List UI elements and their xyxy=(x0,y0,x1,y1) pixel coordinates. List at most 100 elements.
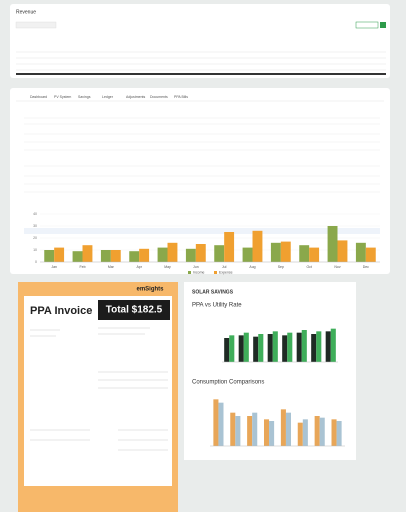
bar xyxy=(235,416,241,446)
savings-heading: SOLAR SAVINGS xyxy=(192,289,234,295)
bar xyxy=(167,242,178,262)
tab[interactable]: PPA Bills xyxy=(174,95,188,99)
bar xyxy=(247,416,253,446)
bar xyxy=(316,331,322,362)
bar xyxy=(311,334,317,362)
bar xyxy=(258,334,264,362)
x-tick-label: Aug xyxy=(249,265,255,269)
search-box[interactable] xyxy=(15,21,57,29)
bar xyxy=(325,331,331,362)
bar xyxy=(337,240,348,262)
bar xyxy=(214,245,225,262)
bar xyxy=(270,242,281,262)
bar xyxy=(252,230,263,262)
tab[interactable]: Documents xyxy=(150,95,168,99)
tab[interactable]: Savings xyxy=(78,95,91,99)
bar xyxy=(195,244,206,262)
y-tick-label: 0 xyxy=(35,260,37,264)
tab-bar: Dashboard PV System Savings Ledger Adjustmen… xyxy=(16,95,384,102)
bar xyxy=(355,242,366,262)
tab[interactable]: Adjustments xyxy=(126,95,146,99)
bar xyxy=(238,335,244,362)
x-tick-label: Apr xyxy=(136,265,142,269)
tab[interactable]: Ledger xyxy=(102,95,114,99)
total-box xyxy=(98,300,170,320)
bar xyxy=(267,334,273,362)
action-button[interactable] xyxy=(380,22,386,28)
bar xyxy=(139,248,150,262)
bar xyxy=(185,248,196,262)
bar xyxy=(336,421,342,446)
bar xyxy=(218,402,224,446)
bar xyxy=(282,335,288,362)
bar xyxy=(100,250,111,262)
add-button[interactable] xyxy=(355,21,379,29)
panel-title: Revenue xyxy=(16,9,36,15)
bar xyxy=(296,332,302,362)
chart-title: PPA vs Utility Rate xyxy=(192,303,242,309)
tab[interactable]: Dashboard xyxy=(30,95,47,99)
bar xyxy=(319,417,325,446)
bar xyxy=(280,409,286,446)
x-tick-label: Feb xyxy=(79,265,85,269)
x-tick-label: Sep xyxy=(278,265,284,269)
bar xyxy=(264,419,270,446)
invoice-footer xyxy=(24,486,172,512)
bar xyxy=(287,332,293,362)
bar xyxy=(252,412,258,446)
bar xyxy=(129,251,140,262)
bar-chart: 0 10 20 30 40 Jan Feb Mar Apr May Jun Jul Aug Sep Oct N… xyxy=(33,212,380,274)
bar xyxy=(280,241,291,262)
bar xyxy=(230,412,236,446)
bar xyxy=(285,412,291,446)
bar xyxy=(54,247,65,262)
bar xyxy=(213,399,219,446)
bar xyxy=(82,245,93,262)
bar xyxy=(224,338,230,362)
bar xyxy=(72,251,83,262)
x-tick-label: Oct xyxy=(306,265,311,269)
y-tick-label: 20 xyxy=(33,236,37,240)
bar-chart xyxy=(222,328,338,363)
bar xyxy=(299,245,310,262)
x-tick-label: Dec xyxy=(363,265,369,269)
bar xyxy=(302,419,308,446)
legend-swatch xyxy=(188,271,191,274)
legend-label: Income xyxy=(193,270,205,274)
top-panel xyxy=(10,4,390,78)
bar-chart xyxy=(210,399,345,447)
y-tick-label: 10 xyxy=(33,248,37,252)
invoice-page xyxy=(24,296,172,486)
y-tick-label: 40 xyxy=(33,212,37,216)
legend-label: Expense xyxy=(219,270,233,274)
bar xyxy=(242,247,253,262)
bar xyxy=(253,336,259,362)
bar xyxy=(229,335,235,362)
x-tick-label: Nov xyxy=(334,265,340,269)
data-table xyxy=(24,117,380,193)
bar xyxy=(44,250,55,262)
bar xyxy=(297,422,303,446)
bar xyxy=(301,330,307,362)
bar xyxy=(314,416,320,446)
legend-swatch xyxy=(214,271,217,274)
y-tick-label: 30 xyxy=(33,224,37,228)
invoice-lines xyxy=(30,327,168,451)
bar xyxy=(157,247,168,262)
bar xyxy=(269,421,275,446)
x-tick-label: Jul xyxy=(222,265,227,269)
chart-title: Consumption Comparisons xyxy=(192,380,264,386)
table-lines xyxy=(16,51,386,71)
x-tick-label: Mar xyxy=(108,265,115,269)
bar xyxy=(224,232,235,262)
bar xyxy=(331,419,337,446)
scrollbar xyxy=(16,73,386,75)
bar xyxy=(309,247,320,262)
bar xyxy=(365,247,376,262)
bar xyxy=(110,250,121,262)
bar xyxy=(327,226,338,262)
tab[interactable]: PV System xyxy=(54,95,71,99)
invoice-total: Total $182.5 xyxy=(106,305,163,316)
